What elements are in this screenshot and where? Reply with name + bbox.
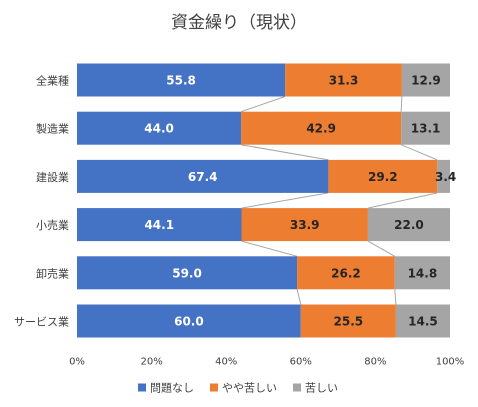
data-label: 44.0 — [144, 122, 174, 136]
bar-segment — [401, 63, 450, 97]
category-label: 全業種 — [36, 74, 69, 88]
data-label: 60.0 — [174, 315, 204, 329]
category-label: 卸売業 — [36, 266, 69, 280]
legend-label: 問題なし — [150, 382, 194, 395]
series-line — [400, 144, 438, 161]
bar-segment — [395, 304, 450, 338]
data-label: 29.2 — [368, 170, 398, 184]
series-line — [241, 240, 298, 257]
bar-segment — [241, 208, 368, 242]
series-line — [240, 96, 286, 113]
data-label: 22.0 — [394, 218, 424, 232]
x-tick-label: 40% — [215, 357, 237, 368]
legend-swatch — [138, 383, 146, 392]
data-label: 44.1 — [144, 218, 174, 232]
x-tick-label: 100% — [436, 357, 465, 368]
data-label: 3.4 — [435, 170, 456, 184]
legend-swatch — [293, 383, 301, 392]
data-label: 12.9 — [411, 74, 441, 88]
bar-segment — [394, 256, 450, 290]
series-line — [400, 96, 403, 112]
bar-segment — [297, 256, 395, 290]
category-label: サービス業 — [14, 316, 69, 329]
bar-segment — [77, 304, 301, 338]
data-label: 13.1 — [411, 122, 441, 136]
category-label: 建設業 — [36, 170, 69, 184]
category-label: 製造業 — [36, 122, 69, 136]
legend-swatch — [210, 383, 218, 392]
data-label: 26.2 — [331, 266, 361, 280]
data-label: 31.3 — [329, 74, 359, 88]
data-label: 33.9 — [290, 218, 320, 232]
series-line — [296, 289, 302, 305]
data-label: 42.9 — [306, 122, 336, 136]
bar-segment — [437, 159, 450, 193]
bar-segment — [77, 256, 298, 290]
bar-segment — [77, 208, 242, 242]
bar-segment — [300, 304, 396, 338]
chart-title: 資金繰り（現状） — [171, 13, 307, 33]
data-label: 59.0 — [172, 266, 202, 280]
bar-segment — [328, 159, 438, 193]
bar-segment — [241, 111, 402, 145]
series-lines — [240, 96, 438, 305]
bar-segment — [285, 63, 402, 97]
x-tick-label: 0% — [69, 357, 85, 368]
legend: 問題なし やや苦しい 苦しい — [138, 382, 338, 395]
category-label: 小売業 — [36, 219, 69, 232]
x-tick-label: 60% — [290, 357, 312, 368]
bar-segment — [77, 111, 242, 145]
series-line — [241, 192, 329, 209]
series-line — [367, 192, 438, 209]
bars: 55.8 31.3 12.9 44.0 42.9 13.1 67.4 29.2 3.4 44.1 3… — [77, 63, 456, 338]
x-tick-label: 80% — [364, 357, 386, 368]
data-label: 67.4 — [188, 170, 218, 184]
value-axis-ticks: 0% 20% 40% 60% 80% 100% — [69, 357, 464, 368]
bar-segment — [401, 111, 450, 145]
bar-segment — [77, 63, 286, 97]
data-label: 14.8 — [408, 266, 438, 280]
legend-label: やや苦しい — [222, 382, 277, 395]
bar-segment — [77, 159, 329, 193]
series-line — [367, 240, 396, 257]
series-line — [241, 144, 329, 161]
data-label: 25.5 — [334, 315, 364, 329]
legend-label: 苦しい — [305, 382, 338, 395]
x-tick-label: 20% — [140, 357, 162, 368]
data-label: 14.5 — [408, 315, 438, 329]
data-label: 55.8 — [166, 74, 196, 88]
series-line — [394, 289, 397, 305]
bar-segment — [367, 208, 450, 242]
